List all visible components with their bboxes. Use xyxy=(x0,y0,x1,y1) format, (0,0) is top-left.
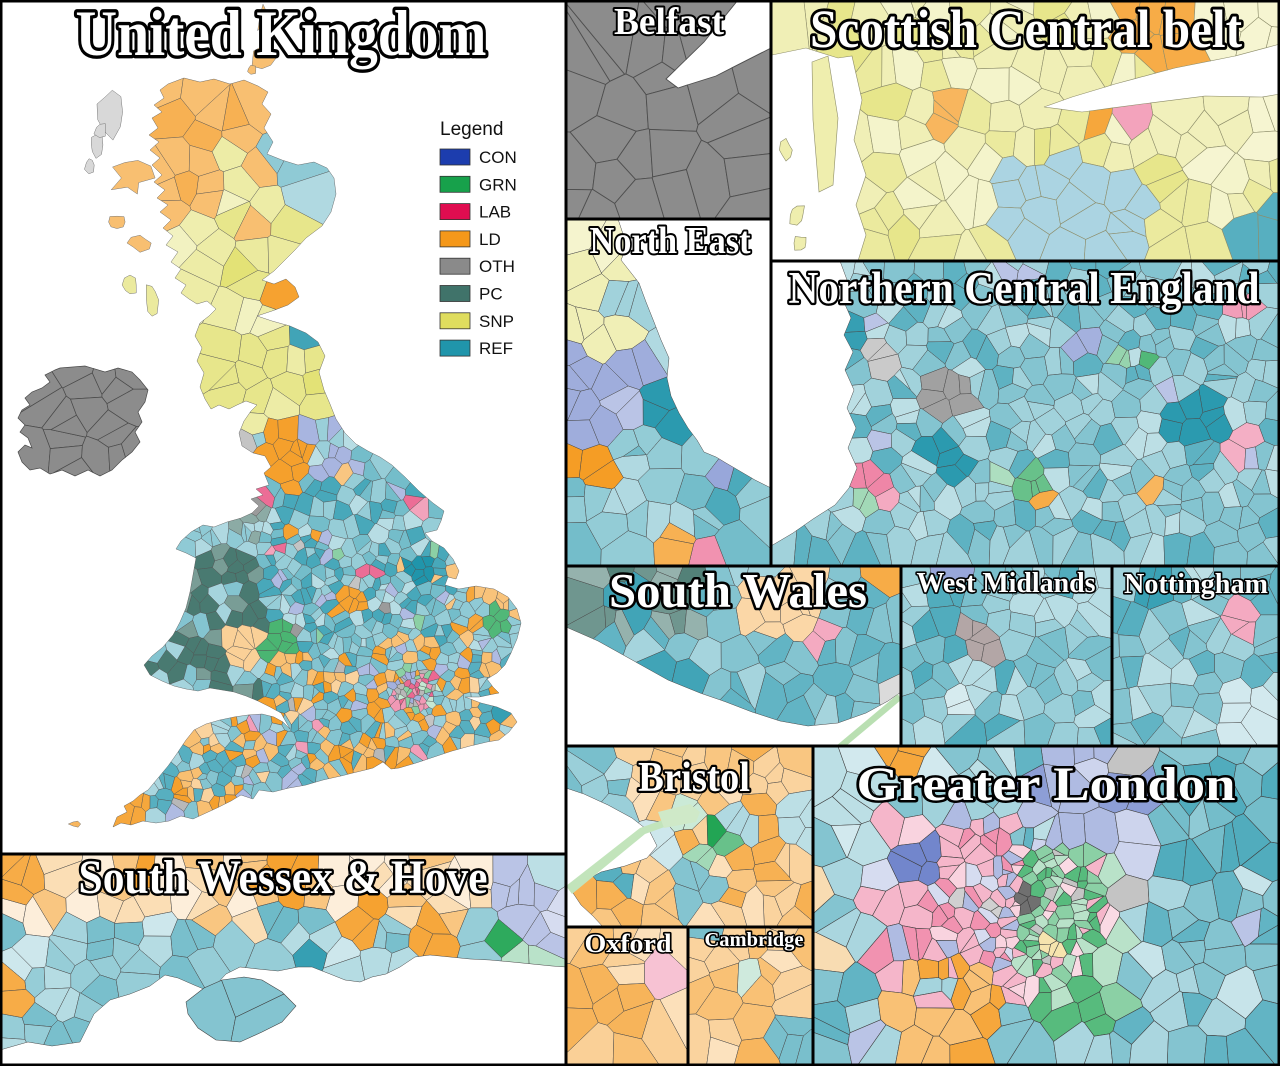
svg-text:GRN: GRN xyxy=(479,175,517,194)
svg-text:Bristol: Bristol xyxy=(638,755,750,801)
svg-text:Oxford: Oxford xyxy=(585,929,673,958)
svg-text:Greater London: Greater London xyxy=(857,758,1236,811)
svg-text:Belfast: Belfast xyxy=(614,1,724,43)
svg-text:North East: North East xyxy=(590,220,751,262)
svg-text:OTH: OTH xyxy=(479,257,515,276)
svg-text:South Wales: South Wales xyxy=(609,563,867,618)
svg-text:CON: CON xyxy=(479,148,517,167)
svg-text:LAB: LAB xyxy=(479,203,511,222)
svg-text:West Midlands: West Midlands xyxy=(917,568,1096,599)
svg-text:Cambridge: Cambridge xyxy=(705,929,804,951)
svg-text:United Kingdom: United Kingdom xyxy=(76,0,487,70)
svg-text:LD: LD xyxy=(479,230,501,249)
svg-text:Northern Central England: Northern Central England xyxy=(789,263,1260,313)
svg-text:REF: REF xyxy=(479,339,513,358)
svg-text:Nottingham: Nottingham xyxy=(1124,569,1268,600)
svg-text:SNP: SNP xyxy=(479,312,514,331)
svg-text:PC: PC xyxy=(479,285,503,304)
svg-text:Scottish Central belt: Scottish Central belt xyxy=(810,0,1242,59)
svg-text:South Wessex & Hove: South Wessex & Hove xyxy=(79,851,488,904)
svg-text:Legend: Legend xyxy=(440,119,503,140)
